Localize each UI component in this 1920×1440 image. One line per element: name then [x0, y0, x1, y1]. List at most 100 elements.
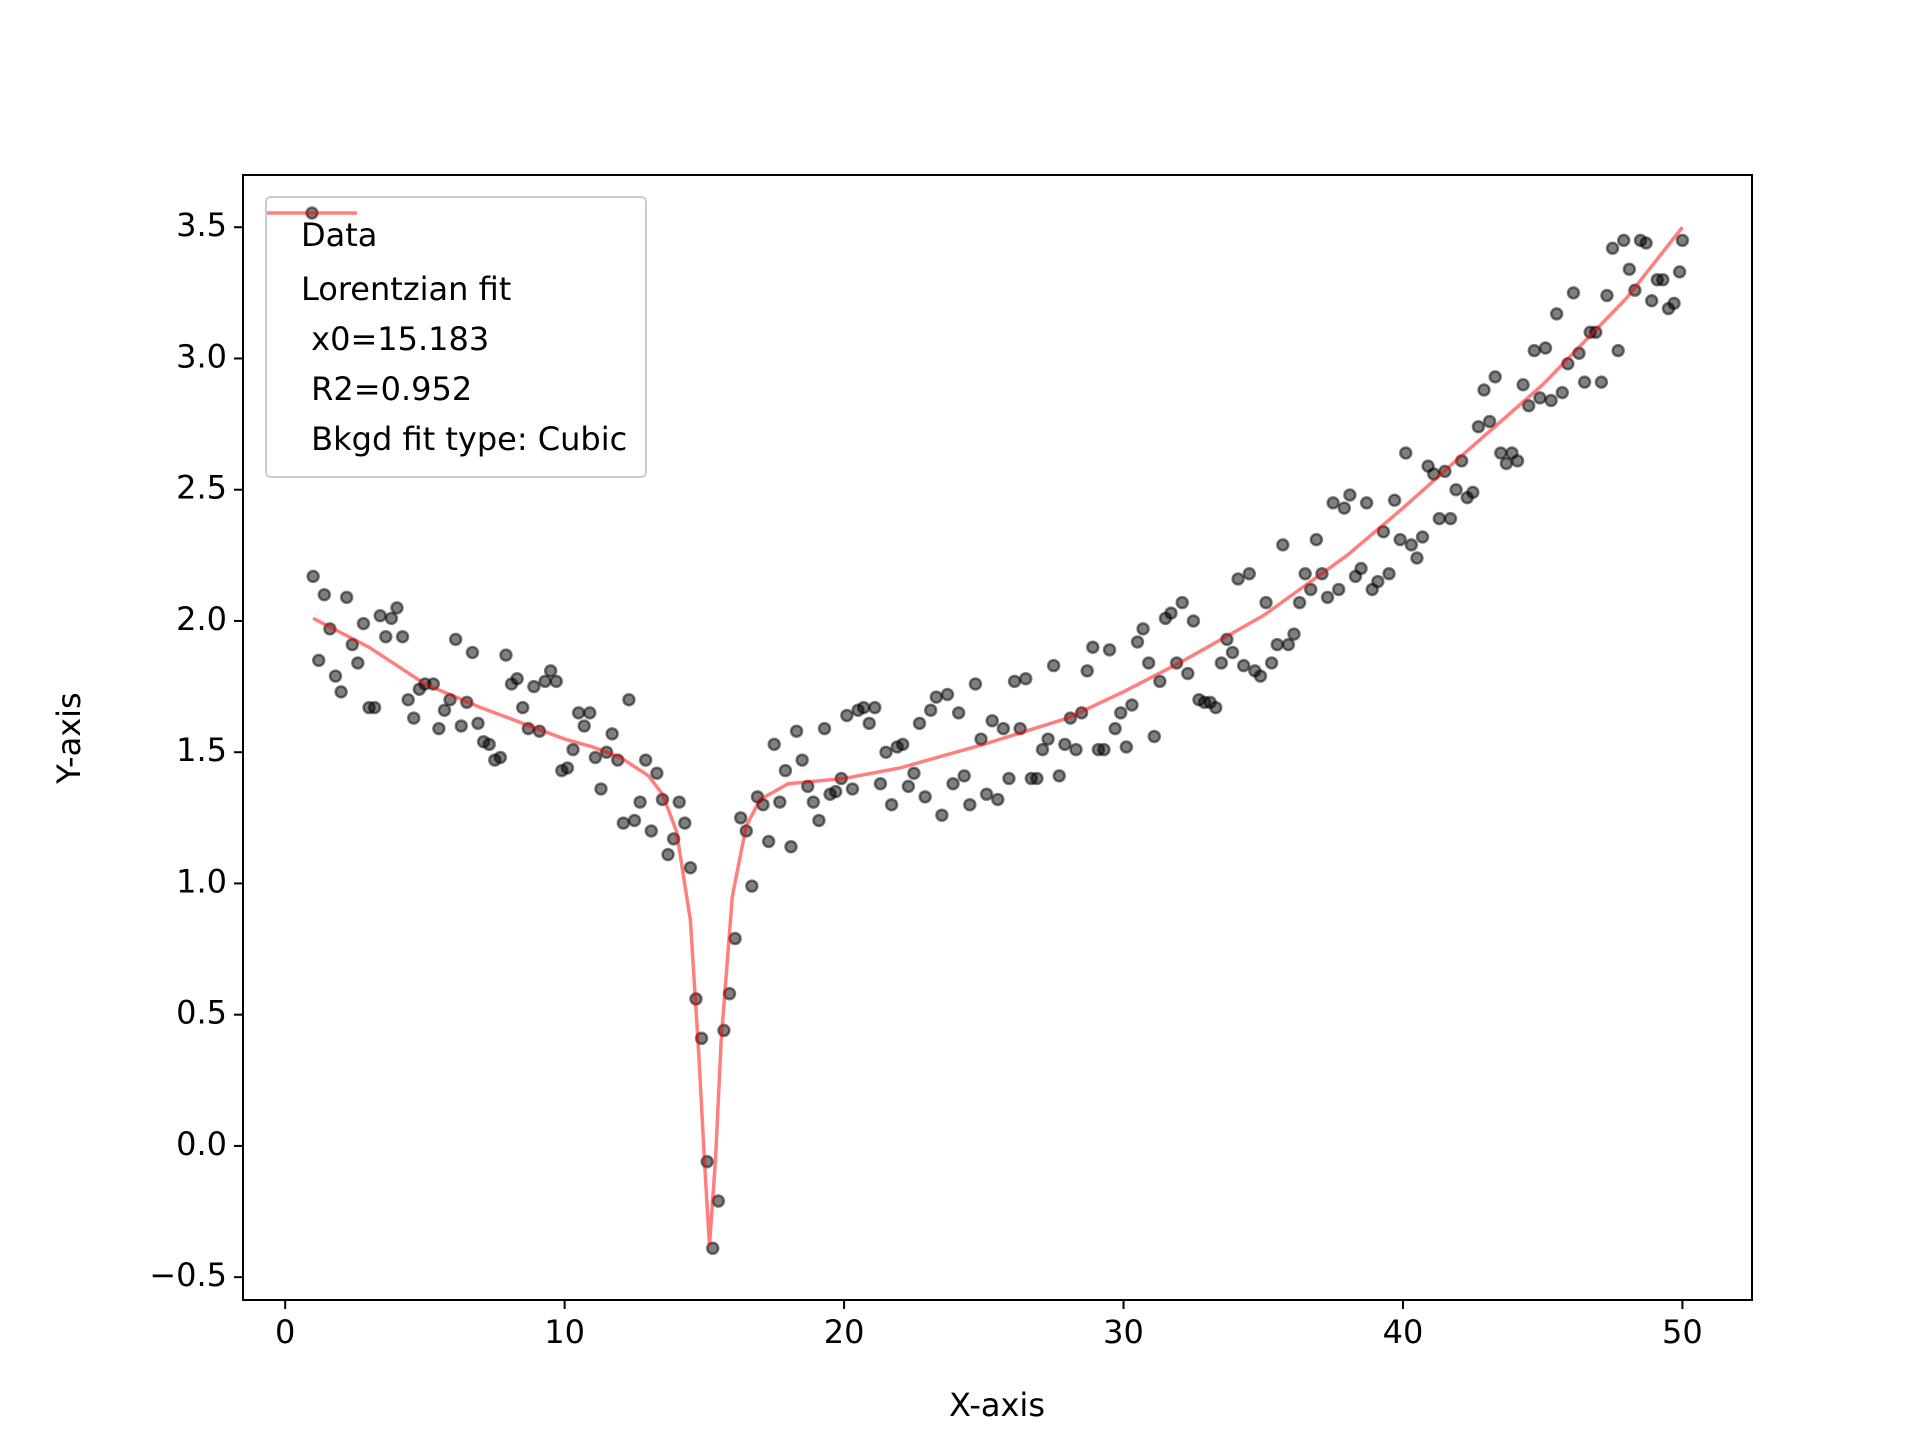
data-point [1538, 341, 1553, 355]
data-point [929, 690, 944, 704]
x-tick-label: 30 [1103, 1313, 1144, 1351]
data-point [979, 787, 994, 801]
data-point [985, 713, 999, 728]
data-point [1605, 241, 1620, 255]
data-point [351, 656, 365, 670]
x-tick-label: 10 [544, 1313, 585, 1351]
y-tick-label: −0.5 [149, 1256, 227, 1294]
data-point [896, 737, 910, 752]
data-point [499, 648, 513, 662]
data-point [1208, 700, 1223, 715]
data-point [515, 700, 530, 715]
data-point [644, 824, 659, 838]
x-axis-label: X-axis [949, 1386, 1045, 1424]
data-point [493, 750, 508, 765]
data-point [1225, 645, 1240, 660]
data-point [1449, 482, 1463, 497]
data-point [957, 769, 971, 783]
data-point [968, 677, 983, 691]
data-point [873, 776, 888, 791]
data-point [339, 590, 354, 605]
data-point [940, 687, 955, 702]
data-point [1281, 637, 1296, 652]
data-point [661, 847, 675, 862]
data-point [1371, 574, 1385, 589]
data-point [1236, 658, 1251, 673]
data-point [1136, 622, 1150, 636]
data-point [1544, 393, 1558, 408]
data-point [571, 706, 586, 720]
data-point [1566, 286, 1581, 300]
data-point [627, 813, 642, 828]
legend-label: Data [301, 216, 378, 254]
data-point [543, 664, 558, 678]
data-point [812, 813, 826, 828]
data-point [1153, 674, 1167, 689]
data-point [856, 700, 871, 715]
data-point [1041, 732, 1055, 746]
data-point [907, 766, 921, 780]
data-point [390, 601, 404, 615]
data-point [1242, 566, 1257, 581]
data-point [923, 703, 938, 717]
data-point [566, 742, 580, 757]
data-point [560, 761, 575, 775]
data-point [622, 692, 636, 707]
data-point [1616, 233, 1631, 248]
data-point [605, 727, 619, 741]
data-point [806, 795, 821, 809]
data-point [1086, 640, 1100, 654]
data-point [1577, 375, 1592, 389]
data-point [951, 706, 966, 720]
data-point [1125, 698, 1139, 712]
plot-frame [242, 174, 1753, 1301]
data-point [1594, 375, 1609, 389]
data-point [1494, 446, 1508, 460]
data-point [728, 931, 742, 946]
data-point [1292, 595, 1307, 610]
data-point [1410, 551, 1424, 565]
data-point [845, 782, 860, 796]
data-point [384, 611, 399, 626]
data-point [317, 587, 332, 602]
data-point [1214, 656, 1229, 670]
data-point [1309, 532, 1324, 547]
data-point [1113, 706, 1128, 720]
data-point [1600, 288, 1614, 303]
data-point [1018, 671, 1033, 686]
data-point [817, 721, 832, 736]
data-point [1147, 729, 1162, 744]
data-point [1253, 669, 1268, 683]
data-point [406, 711, 421, 725]
data-point [538, 674, 552, 689]
data-point [638, 753, 653, 767]
data-point [633, 795, 647, 809]
legend: Data Lorentzian fit x0=15.183 R2=0.952 Bk… [265, 196, 648, 478]
data-point [901, 779, 916, 794]
legend-label: Lorentzian fit x0=15.183 R2=0.952 Bkgd f… [301, 270, 628, 458]
data-point [784, 839, 798, 854]
data-point [1510, 454, 1525, 468]
data-point [884, 797, 899, 812]
data-point [1387, 493, 1402, 507]
y-tick-label: 2.0 [176, 600, 227, 638]
y-tick-label: 0.0 [176, 1125, 227, 1163]
y-axis-label: Y-axis [50, 692, 88, 784]
data-point [1667, 296, 1681, 311]
data-point [1639, 236, 1653, 250]
data-point [1343, 488, 1357, 502]
data-point [401, 692, 415, 707]
x-tick-label: 20 [824, 1313, 865, 1351]
data-point [1141, 656, 1156, 670]
data-point [1119, 740, 1134, 754]
data-point [1326, 496, 1340, 510]
data-point [1516, 377, 1530, 392]
data-point [1002, 771, 1016, 786]
data-point [773, 795, 787, 809]
data-point [1675, 233, 1690, 248]
data-point [1415, 530, 1430, 544]
y-tick-label: 3.0 [176, 337, 227, 375]
data-point [1337, 501, 1352, 515]
